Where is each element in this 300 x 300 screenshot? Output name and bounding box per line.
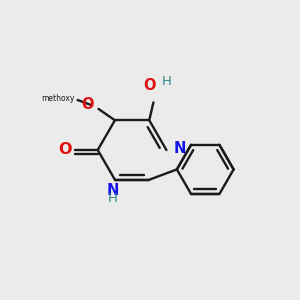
Text: H: H	[162, 75, 172, 88]
Text: N: N	[174, 141, 186, 156]
Text: N: N	[107, 183, 119, 198]
Text: O: O	[143, 78, 155, 93]
Text: methoxy: methoxy	[41, 94, 75, 103]
Text: O: O	[82, 97, 94, 112]
Text: H: H	[108, 192, 118, 205]
Text: O: O	[58, 142, 71, 157]
